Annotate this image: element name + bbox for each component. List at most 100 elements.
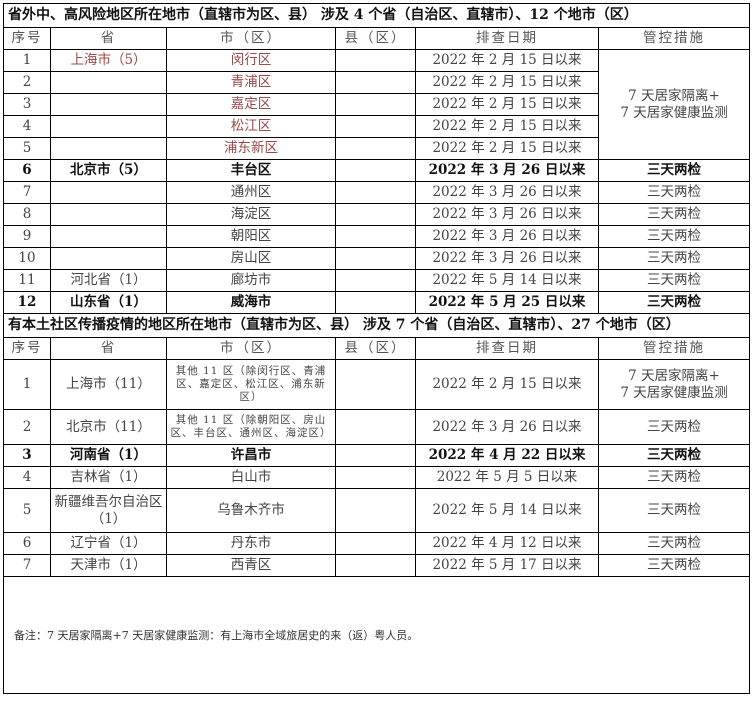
- measure-cell: 三天两检: [597, 203, 751, 226]
- column-header: 省: [50, 337, 167, 360]
- date-cell: 2022 年 5 月 14 日以来: [415, 269, 599, 292]
- date-cell: 2022 年 5 月 17 日以来: [415, 554, 599, 577]
- city-cell: 其他 11 区（除朝阳区、房山区、丰台区、通州区、海淀区）: [166, 409, 336, 445]
- county-cell: [335, 247, 416, 270]
- date-cell: 2022 年 3 月 26 日以来: [415, 159, 599, 182]
- date-cell: 2022 年 2 月 15 日以来: [415, 71, 599, 94]
- date-cell: 2022 年 5 月 14 日以来: [415, 488, 599, 533]
- city-cell: 威海市: [166, 291, 336, 314]
- measure-cell: 三天两检: [597, 409, 751, 445]
- row-number: 2: [3, 409, 51, 445]
- risk-area-table: 省外中、高风险地区所在地市（直辖市为区、县） 涉及 4 个省（自治区、直辖市）、…: [2, 3, 751, 694]
- row-number: 10: [3, 247, 51, 270]
- date-cell: 2022 年 2 月 15 日以来: [415, 137, 599, 160]
- province-cell: [50, 247, 167, 270]
- column-header: 省: [50, 27, 167, 50]
- measure-cell: 三天两检: [597, 444, 751, 467]
- province-cell: [50, 93, 167, 116]
- county-cell: [335, 466, 416, 489]
- measure-cell: 三天两检: [597, 159, 751, 182]
- row-number: 4: [3, 466, 51, 489]
- date-cell: 2022 年 2 月 15 日以来: [415, 359, 599, 410]
- province-cell: 上海市（5）: [50, 49, 167, 72]
- measure-cell: 三天两检: [597, 269, 751, 292]
- row-number: 3: [3, 93, 51, 116]
- table-row: 3 河南省（1） 许昌市 2022 年 4 月 22 日以来 三天两检: [3, 444, 751, 467]
- row-number: 4: [3, 115, 51, 138]
- province-cell: [50, 71, 167, 94]
- county-cell: [335, 359, 416, 410]
- date-cell: 2022 年 4 月 12 日以来: [415, 532, 599, 555]
- city-cell: 朝阳区: [166, 225, 336, 248]
- measure-cell: 三天两检: [597, 532, 751, 555]
- province-cell: [50, 203, 167, 226]
- note-text: 备注：7 天居家隔离+7 天居家健康监测：有上海市全域旅居史的来（返）粤人员。: [2, 576, 751, 694]
- county-cell: [335, 225, 416, 248]
- header-row: 序号省市（区） 县（区） 排查日期 管控措施: [3, 337, 751, 360]
- row-number: 1: [3, 359, 51, 410]
- province-cell: 河南省（1）: [50, 444, 167, 467]
- city-cell: 通州区: [166, 181, 336, 204]
- city-cell: 许昌市: [166, 444, 336, 467]
- province-cell: 辽宁省（1）: [50, 532, 167, 555]
- column-header: 市（区）: [166, 27, 336, 50]
- city-cell: 白山市: [166, 466, 336, 489]
- date-cell: 2022 年 3 月 26 日以来: [415, 181, 599, 204]
- province-cell: 吉林省（1）: [50, 466, 167, 489]
- county-cell: [335, 203, 416, 226]
- city-cell: 嘉定区: [166, 93, 336, 116]
- city-cell: 西青区: [166, 554, 336, 577]
- date-cell: 2022 年 2 月 15 日以来: [415, 93, 599, 116]
- measure-cell: 三天两检: [597, 488, 751, 533]
- row-number: 3: [3, 444, 51, 467]
- table-row: 1 上海市（5） 闵行区 2022 年 2 月 15 日以来 7 天居家隔离+ 7 天居…: [3, 49, 751, 160]
- column-header: 管控措施: [597, 27, 751, 50]
- county-cell: [335, 159, 416, 182]
- table-row: 2 青浦区 2022 年 2 月 15 日以来: [3, 71, 750, 94]
- city-cell: 丰台区: [166, 159, 336, 182]
- date-cell: 2022 年 3 月 26 日以来: [415, 225, 599, 248]
- measure-cell: 三天两检: [597, 181, 751, 204]
- city-cell: 松江区: [166, 115, 336, 138]
- note-row: 备注：7 天居家隔离+7 天居家健康监测：有上海市全域旅居史的来（返）粤人员。: [2, 576, 751, 694]
- measure-cell: 7 天居家隔离+ 7 天居家健康监测: [597, 49, 751, 160]
- county-cell: [335, 93, 416, 116]
- date-cell: 2022 年 5 月 25 日以来: [415, 291, 599, 314]
- column-header: 县（区）: [335, 27, 416, 50]
- table-row: 9 朝阳区 2022 年 3 月 26 日以来 三天两检: [3, 225, 751, 248]
- table-row: 4 吉林省（1） 白山市 2022 年 5 月 5 日以来 三天两检: [3, 466, 751, 489]
- county-cell: [335, 532, 416, 555]
- city-cell: 浦东新区: [166, 137, 336, 160]
- date-cell: 2022 年 3 月 26 日以来: [415, 247, 599, 270]
- row-number: 9: [3, 225, 51, 248]
- date-cell: 2022 年 3 月 26 日以来: [415, 203, 599, 226]
- county-cell: [335, 291, 416, 314]
- county-cell: [335, 444, 416, 467]
- column-header: 序号: [3, 27, 51, 50]
- province-cell: 新疆维吾尔自治区（1）: [50, 488, 167, 533]
- row-number: 6: [3, 159, 51, 182]
- city-cell: 其他 11 区（除闵行区、青浦区、嘉定区、松江区、浦东新区）: [166, 359, 336, 410]
- row-number: 5: [3, 488, 51, 533]
- county-cell: [335, 488, 416, 533]
- city-cell: 海淀区: [166, 203, 336, 226]
- section-title: 有本土社区传播疫情的地区所在地市（直辖市为区、县） 涉及 7 个省（自治区、直辖…: [2, 313, 751, 338]
- table-row: 8 海淀区 2022 年 3 月 26 日以来 三天两检: [3, 203, 751, 226]
- row-number: 5: [3, 137, 51, 160]
- province-cell: 上海市（11）: [50, 359, 167, 410]
- measure-cell: 7 天居家隔离+ 7 天居家健康监测: [597, 359, 751, 410]
- province-cell: [50, 225, 167, 248]
- date-cell: 2022 年 2 月 15 日以来: [415, 115, 599, 138]
- row-number: 11: [3, 269, 51, 292]
- table-row: 6 北京市（5） 丰台区 2022 年 3 月 26 日以来 三天两检: [3, 159, 751, 182]
- row-number: 1: [3, 49, 51, 72]
- province-cell: 北京市（5）: [50, 159, 167, 182]
- header-row: 序号省市（区） 县（区） 排查日期 管控措施: [3, 27, 751, 50]
- table-row: 7 通州区 2022 年 3 月 26 日以来 三天两检: [3, 181, 751, 204]
- measure-cell: 三天两检: [597, 225, 751, 248]
- row-number: 2: [3, 71, 51, 94]
- column-header: 排查日期: [415, 27, 599, 50]
- county-cell: [335, 181, 416, 204]
- table-row: 7 天津市（1） 西青区 2022 年 5 月 17 日以来 三天两检: [3, 554, 751, 577]
- column-header: 序号: [3, 337, 51, 360]
